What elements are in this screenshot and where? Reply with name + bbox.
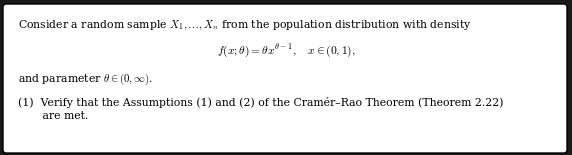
Text: Consider a random sample $X_1, \ldots, X_n$ from the population distribution wit: Consider a random sample $X_1, \ldots, X… bbox=[18, 19, 472, 32]
Text: are met.: are met. bbox=[18, 111, 88, 121]
Text: (1)  Verify that the Assumptions (1) and (2) of the Cramér–Rao Theorem (Theorem : (1) Verify that the Assumptions (1) and … bbox=[18, 97, 503, 108]
Text: and parameter $\theta \in (0, \infty)$.: and parameter $\theta \in (0, \infty)$. bbox=[18, 72, 153, 87]
FancyBboxPatch shape bbox=[3, 4, 567, 153]
Text: $f(x;\theta) = \theta x^{\theta-1}, \quad x \in (0, 1),$: $f(x;\theta) = \theta x^{\theta-1}, \qua… bbox=[217, 43, 355, 60]
